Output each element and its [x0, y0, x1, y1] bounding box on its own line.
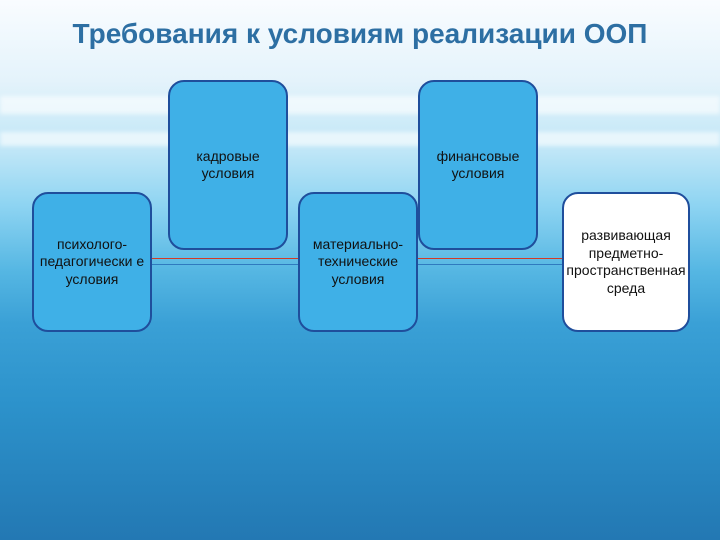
box-label: кадровые условия — [174, 148, 282, 183]
box-fin: финансовые условия — [418, 80, 538, 250]
box-label: финансовые условия — [424, 148, 532, 183]
box-label: материально-технические условия — [304, 236, 412, 289]
box-psych: психолого-педагогически е условия — [32, 192, 152, 332]
wave-light-1 — [0, 96, 720, 114]
wave-light-2 — [0, 132, 720, 146]
box-kadr: кадровые условия — [168, 80, 288, 250]
box-env: развивающая предметно-пространственная с… — [562, 192, 690, 332]
box-label: развивающая предметно-пространственная с… — [566, 227, 685, 297]
slide-root: Требования к условиям реализации ООП пси… — [0, 0, 720, 540]
slide-title: Требования к условиям реализации ООП — [0, 18, 720, 50]
box-label: психолого-педагогически е условия — [38, 236, 146, 289]
box-mater: материально-технические условия — [298, 192, 418, 332]
